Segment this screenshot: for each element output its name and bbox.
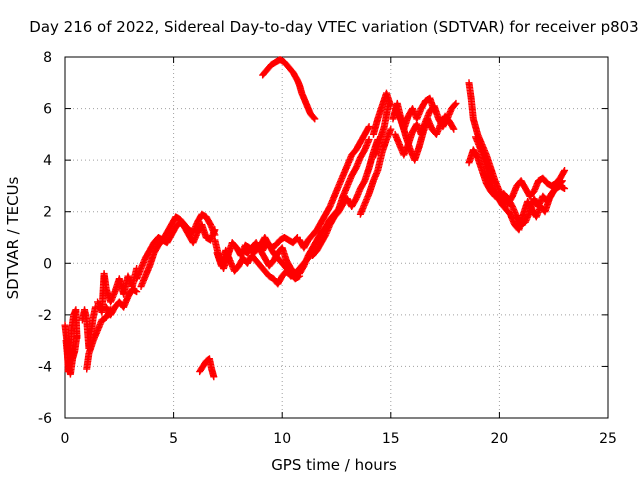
x-axis-label: GPS time / hours (271, 456, 397, 474)
axis-ticks: 0 5 10 15 20 25 -6 -4 -2 0 2 4 6 8 (38, 50, 617, 447)
data-point (560, 168, 568, 176)
series-track (62, 331, 81, 378)
series-track (296, 123, 373, 252)
data-point (558, 177, 566, 185)
data-point (211, 226, 219, 234)
x-tick-label: 20 (490, 431, 508, 447)
y-tick-label: 4 (43, 153, 52, 169)
series-track (356, 125, 395, 218)
series-track (391, 94, 438, 133)
x-tick-label: 10 (273, 431, 291, 447)
data-point (365, 136, 373, 144)
y-tick-label: -6 (38, 411, 52, 427)
y-tick-label: -2 (38, 308, 52, 324)
data-point (385, 99, 393, 107)
y-axis-label: SDTVAR / TECUs (4, 176, 22, 299)
x-tick-label: 25 (599, 431, 617, 447)
data-point (561, 166, 569, 174)
data-point (364, 124, 372, 132)
data-point (449, 124, 457, 132)
x-tick-label: 0 (61, 431, 70, 447)
y-tick-label: 8 (43, 50, 52, 66)
y-tick-label: 2 (43, 205, 52, 221)
series-track (137, 218, 219, 290)
data-points (61, 56, 569, 381)
series-track (102, 285, 141, 319)
data-point (133, 288, 141, 296)
series-track (196, 355, 218, 381)
data-point (293, 235, 301, 243)
data-point (210, 373, 218, 381)
x-tick-label: 5 (169, 431, 178, 447)
plot-frame (64, 56, 609, 419)
y-tick-label: 0 (43, 256, 52, 272)
chart-title: Day 216 of 2022, Sidereal Day-to-day VTE… (29, 18, 638, 36)
grid-lines (65, 57, 608, 418)
series-sdtvar (61, 56, 569, 381)
data-point (558, 178, 566, 186)
series-track (259, 56, 319, 123)
y-tick-label: -4 (38, 359, 52, 375)
data-point (310, 114, 318, 122)
y-tick-label: 6 (43, 102, 52, 118)
data-point (311, 115, 319, 123)
data-point (430, 107, 438, 115)
data-point (365, 123, 373, 131)
data-point (451, 100, 459, 108)
data-point (450, 125, 458, 133)
series-track (472, 133, 566, 234)
series-track (372, 99, 393, 159)
data-point (387, 125, 395, 133)
series-track (369, 89, 395, 138)
data-point (561, 185, 569, 193)
data-point (452, 99, 460, 107)
data-point (73, 331, 81, 339)
series-track (83, 306, 115, 373)
series-track (256, 234, 304, 283)
x-tick-label: 15 (382, 431, 400, 447)
